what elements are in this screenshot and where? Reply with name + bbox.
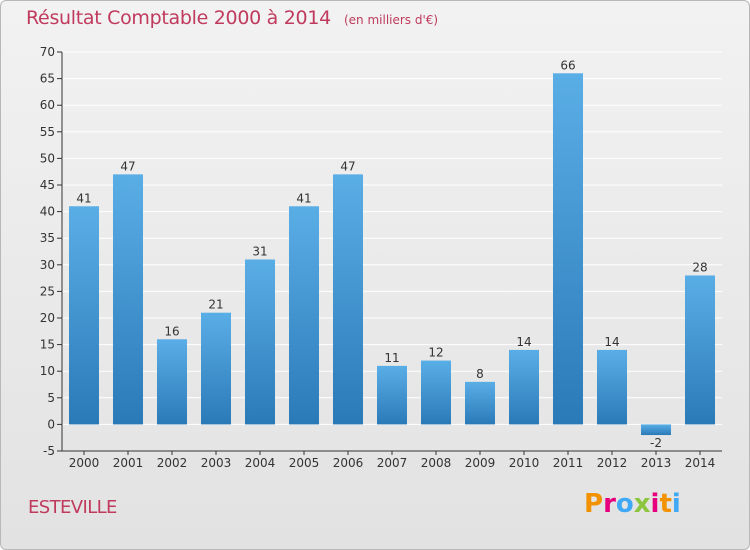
bar-2008 [421, 360, 451, 425]
brand-letter: t [659, 489, 672, 519]
x-tick-label-2013: 2013 [641, 456, 672, 470]
x-tick-label-2011: 2011 [553, 456, 584, 470]
y-tick-label: 25 [40, 284, 55, 298]
bar-2005 [289, 206, 319, 425]
y-tick-label: 55 [40, 125, 55, 139]
value-label-2014: 28 [692, 260, 707, 274]
bar-2011 [553, 73, 583, 425]
brand-letter: o [615, 489, 634, 519]
y-tick-label: 30 [40, 258, 55, 272]
value-label-2009: 8 [476, 367, 484, 381]
value-label-2000: 41 [76, 191, 91, 205]
x-tick-label-2009: 2009 [465, 456, 496, 470]
value-label-2002: 16 [164, 324, 179, 338]
bar-2014 [685, 275, 715, 425]
y-tick-label: 70 [40, 45, 55, 59]
chart-subtitle: (en milliers d'€) [343, 13, 439, 27]
y-tick-label: 50 [40, 151, 55, 165]
x-tick-label-2010: 2010 [509, 456, 540, 470]
bar-2009 [465, 381, 495, 425]
x-tick-label-2002: 2002 [157, 456, 188, 470]
x-tick-label-2012: 2012 [597, 456, 628, 470]
bar-2004 [245, 259, 275, 425]
value-label-2003: 21 [208, 298, 223, 312]
y-tick-label: 60 [40, 98, 55, 112]
brand-letter: i [650, 489, 660, 519]
commune-name: ESTEVILLE [28, 497, 117, 518]
y-tick-label: -5 [43, 444, 55, 458]
y-tick-label: 10 [40, 364, 55, 378]
value-label-2005: 41 [296, 191, 311, 205]
x-tick-label-2004: 2004 [245, 456, 276, 470]
x-tick-label-2000: 2000 [69, 456, 100, 470]
value-label-2007: 11 [384, 351, 399, 365]
x-tick-label-2005: 2005 [289, 456, 320, 470]
y-tick-label: 5 [47, 391, 55, 405]
bar-2002 [157, 339, 187, 425]
x-tick-label-2014: 2014 [685, 456, 716, 470]
bar-2000 [69, 206, 99, 425]
x-tick-label-2007: 2007 [377, 456, 408, 470]
value-label-2012: 14 [604, 335, 619, 349]
y-tick-label: 35 [40, 231, 55, 245]
x-tick-label-2003: 2003 [201, 456, 232, 470]
bar-2007 [377, 365, 407, 425]
value-label-2011: 66 [560, 58, 575, 72]
value-label-2010: 14 [516, 335, 531, 349]
y-tick-label: 0 [47, 417, 55, 431]
chart-title: Résultat Comptable 2000 à 2014 [26, 7, 331, 29]
value-label-2006: 47 [340, 159, 355, 173]
x-tick-label-2001: 2001 [113, 456, 144, 470]
brand-logo: Proxiti [584, 489, 681, 519]
bar-2012 [597, 349, 627, 425]
brand-letter: P [584, 489, 604, 519]
y-tick-label: 45 [40, 178, 55, 192]
value-label-2004: 31 [252, 244, 267, 258]
value-label-2008: 12 [428, 346, 443, 360]
y-tick-label: 20 [40, 311, 55, 325]
bar-2013 [641, 424, 671, 436]
y-tick-label: 65 [40, 72, 55, 86]
bar-2001 [113, 174, 143, 425]
y-tick-label: 40 [40, 205, 55, 219]
y-tick-label: 15 [40, 338, 55, 352]
brand-letter: x [633, 489, 651, 519]
bar-2003 [201, 312, 231, 425]
value-label-2001: 47 [120, 159, 135, 173]
bar-2010 [509, 349, 539, 425]
chart-header: Résultat Comptable 2000 à 2014 (en milli… [26, 7, 438, 29]
x-tick-label-2006: 2006 [333, 456, 364, 470]
brand-letter: i [671, 489, 681, 519]
x-tick-label-2008: 2008 [421, 456, 452, 470]
brand-letter: r [603, 489, 616, 519]
bar-2006 [333, 174, 363, 425]
value-label-2013: -2 [650, 436, 662, 450]
